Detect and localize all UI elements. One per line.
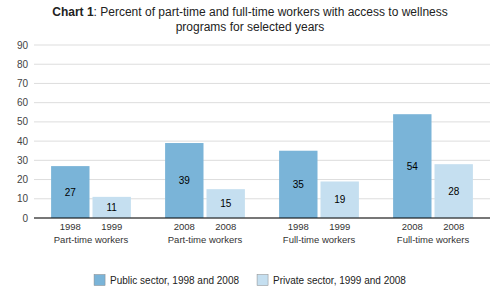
bar [165, 143, 203, 218]
y-tick-label: 80 [17, 59, 29, 70]
bar [321, 181, 359, 218]
data-label: 19 [334, 194, 346, 205]
category-label: Full-time workers [397, 234, 470, 245]
category-label: Part-time workers [168, 234, 243, 245]
grid-line [34, 45, 490, 46]
title-rest: : Percent of part-time and full-time wor… [94, 5, 448, 19]
bar-label: 1998 [60, 221, 81, 232]
legend-swatch [94, 275, 105, 286]
bar-label: 1999 [101, 221, 122, 232]
data-label: 11 [107, 202, 118, 213]
bar-label: 1998 [288, 221, 309, 232]
bar [435, 164, 473, 218]
category-label: Full-time workers [283, 234, 356, 245]
data-label: 28 [448, 186, 460, 197]
bar [207, 189, 245, 218]
legend-swatch [257, 275, 268, 286]
title-bold: Chart 1 [52, 5, 94, 19]
y-tick-label: 20 [17, 174, 29, 185]
x-axis-line [34, 218, 490, 219]
y-tick-label: 30 [17, 155, 29, 166]
legend: Public sector, 1998 and 2008 Private sect… [94, 275, 406, 287]
title-line: programs for selected years [176, 20, 325, 34]
bar [93, 197, 131, 218]
legend-label: Private sector, 1999 and 2008 [273, 275, 406, 286]
grid-line [34, 64, 490, 65]
y-tick-label: 40 [17, 136, 29, 147]
chart: Chart 1: Percent of part-time and full-t… [0, 0, 500, 299]
y-tick-label: 10 [17, 193, 29, 204]
labels: 27 1998 11 1999 Part-time workers 39 2008 15 200… [54, 161, 470, 245]
bar-label: 2008 [443, 221, 464, 232]
grid-line [34, 102, 490, 103]
data-label: 35 [293, 179, 305, 190]
y-tick-label: 70 [17, 78, 29, 89]
bar [51, 166, 89, 218]
grid-line [34, 83, 490, 84]
bar-label: 2008 [402, 221, 423, 232]
bar [393, 114, 431, 218]
data-label: 54 [407, 161, 419, 172]
bar-label: 2008 [174, 221, 195, 232]
y-tick-label: 60 [17, 97, 29, 108]
legend-label: Public sector, 1998 and 2008 [110, 275, 239, 286]
bar-label: 1999 [329, 221, 350, 232]
data-label: 15 [220, 198, 232, 209]
category-label: Part-time workers [54, 234, 129, 245]
bar [279, 151, 317, 218]
y-tick-label: 90 [17, 40, 29, 51]
bars [51, 114, 473, 218]
data-label: 39 [179, 175, 191, 186]
y-tick-label: 50 [17, 116, 29, 127]
bar-label: 2008 [215, 221, 236, 232]
data-label: 27 [65, 187, 77, 198]
y-tick-label: 0 [22, 213, 28, 224]
grid-line [34, 218, 490, 219]
title: Chart 1: Percent of part-time and full-t… [52, 5, 447, 34]
